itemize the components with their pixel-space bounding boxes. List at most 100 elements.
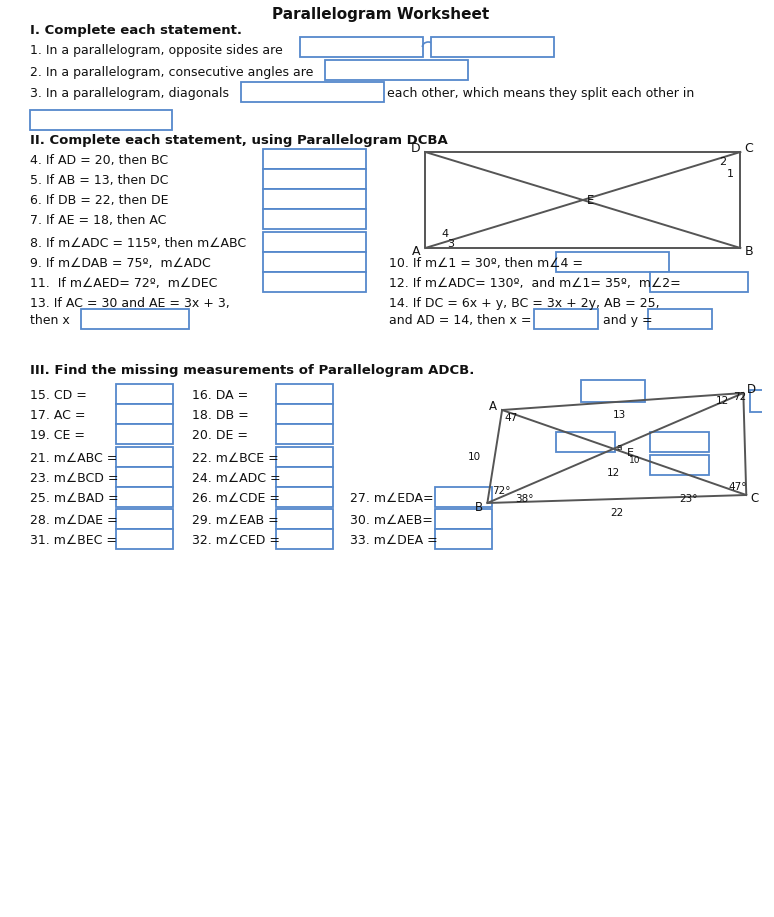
Bar (276, 467, 333, 487)
Text: D: D (747, 382, 756, 395)
Text: 6. If DB = 22, then DE: 6. If DB = 22, then DE (29, 193, 168, 206)
Text: 30. m∠AEB=: 30. m∠AEB= (350, 514, 433, 526)
Text: A: A (412, 245, 420, 258)
Bar (276, 404, 333, 424)
Text: 28. m∠DAE =: 28. m∠DAE = (29, 514, 117, 526)
Text: 3: 3 (447, 239, 454, 249)
Text: 1: 1 (727, 169, 734, 179)
Text: II. Complete each statement, using Parallelogram DCBA: II. Complete each statement, using Paral… (29, 134, 447, 147)
Bar (263, 149, 366, 169)
Text: B: B (745, 245, 753, 258)
Text: 12: 12 (607, 468, 620, 478)
Text: 11.  If m∠AED= 72º,  m∠DEC: 11. If m∠AED= 72º, m∠DEC (29, 277, 217, 290)
Bar (116, 487, 173, 507)
Bar (116, 509, 173, 529)
Bar (276, 509, 333, 529)
Text: 14. If DC = 6x + y, BC = 3x + 2y, AB = 25,: 14. If DC = 6x + y, BC = 3x + 2y, AB = 2… (389, 296, 659, 310)
Bar (435, 529, 492, 549)
Text: 2. In a parallelogram, consecutive angles are: 2. In a parallelogram, consecutive angle… (29, 65, 313, 79)
Text: 24. m∠ADC =: 24. m∠ADC = (192, 471, 281, 484)
Text: 1. In a parallelogram, opposite sides are: 1. In a parallelogram, opposite sides ar… (29, 43, 283, 57)
Text: 10. If m∠1 = 30º, then m∠4 =: 10. If m∠1 = 30º, then m∠4 = (389, 257, 583, 270)
Text: C: C (745, 141, 753, 154)
Bar (116, 384, 173, 404)
Text: 32. m∠CED =: 32. m∠CED = (192, 534, 280, 547)
Text: 38°: 38° (515, 494, 533, 504)
Text: E: E (627, 447, 634, 458)
Text: then x: then x (29, 314, 70, 326)
Bar (116, 467, 173, 487)
Text: 10: 10 (467, 451, 481, 461)
Bar (533, 309, 598, 329)
Text: 7. If AE = 18, then AC: 7. If AE = 18, then AC (29, 214, 166, 226)
Bar (116, 529, 173, 549)
Text: 2: 2 (719, 157, 726, 167)
Bar (263, 272, 366, 292)
Text: 72: 72 (734, 392, 747, 402)
Bar (263, 209, 366, 229)
Text: 13: 13 (613, 410, 626, 420)
Text: 23°: 23° (680, 494, 698, 504)
Text: 4: 4 (441, 229, 448, 239)
Text: 19. CE =: 19. CE = (29, 428, 84, 441)
Text: D: D (411, 141, 420, 154)
Text: I. Complete each statement.: I. Complete each statement. (29, 24, 241, 37)
Text: and y =: and y = (602, 314, 652, 326)
Bar (648, 309, 712, 329)
Bar (263, 252, 366, 272)
Bar (557, 432, 615, 452)
Text: 25. m∠BAD =: 25. m∠BAD = (29, 492, 118, 504)
Bar (116, 424, 173, 444)
Text: 21. m∠ABC =: 21. m∠ABC = (29, 451, 117, 465)
Bar (276, 384, 333, 404)
Bar (80, 309, 189, 329)
Bar (263, 232, 366, 252)
Bar (116, 404, 173, 424)
Bar (263, 189, 366, 209)
Text: 10: 10 (629, 456, 641, 465)
Text: A: A (489, 400, 497, 413)
Bar (650, 272, 748, 292)
Bar (116, 447, 173, 467)
Bar (241, 82, 384, 102)
Bar (557, 252, 670, 272)
Text: 29. m∠EAB =: 29. m∠EAB = (192, 514, 279, 526)
Bar (276, 447, 333, 467)
Text: C: C (750, 492, 759, 504)
Text: 5. If AB = 13, then DC: 5. If AB = 13, then DC (29, 173, 168, 186)
Text: E: E (587, 193, 594, 206)
Text: a: a (616, 443, 622, 452)
Bar (29, 110, 173, 130)
Text: 22: 22 (610, 508, 623, 518)
Bar (435, 487, 492, 507)
Bar (300, 37, 423, 57)
Bar (276, 424, 333, 444)
Bar (435, 509, 492, 529)
Bar (276, 529, 333, 549)
Text: 18. DB =: 18. DB = (192, 408, 248, 422)
Bar (276, 487, 333, 507)
Text: 12. If m∠ADC= 130º,  and m∠1= 35º,  m∠2=: 12. If m∠ADC= 130º, and m∠1= 35º, m∠2= (389, 277, 680, 290)
Text: 17. AC =: 17. AC = (29, 408, 85, 422)
Text: 33. m∠DEA =: 33. m∠DEA = (350, 534, 437, 547)
Text: 22. m∠BCE =: 22. m∠BCE = (192, 451, 279, 465)
Text: 4. If AD = 20, then BC: 4. If AD = 20, then BC (29, 153, 168, 167)
Text: Parallelogram Worksheet: Parallelogram Worksheet (272, 6, 490, 21)
Text: 3. In a parallelogram, diagonals: 3. In a parallelogram, diagonals (29, 86, 228, 100)
Text: 12: 12 (716, 396, 729, 406)
Text: 23. m∠BCD =: 23. m∠BCD = (29, 471, 118, 484)
Text: 15. CD =: 15. CD = (29, 389, 87, 402)
Text: each other, which means they split each other in: each other, which means they split each … (387, 86, 694, 100)
Text: 20. DE =: 20. DE = (192, 428, 248, 441)
Bar (650, 455, 709, 475)
Text: 8. If m∠ADC = 115º, then m∠ABC: 8. If m∠ADC = 115º, then m∠ABC (29, 237, 245, 249)
Text: 72°: 72° (492, 486, 511, 496)
Bar (650, 432, 709, 452)
Bar (750, 390, 774, 412)
Text: 27. m∠EDA=: 27. m∠EDA= (350, 492, 433, 504)
Bar (431, 37, 554, 57)
Bar (580, 380, 645, 402)
Text: and AD = 14, then x =: and AD = 14, then x = (389, 314, 532, 326)
Text: 9. If m∠DAB = 75º,  m∠ADC: 9. If m∠DAB = 75º, m∠ADC (29, 257, 211, 270)
Text: 47: 47 (504, 413, 517, 423)
